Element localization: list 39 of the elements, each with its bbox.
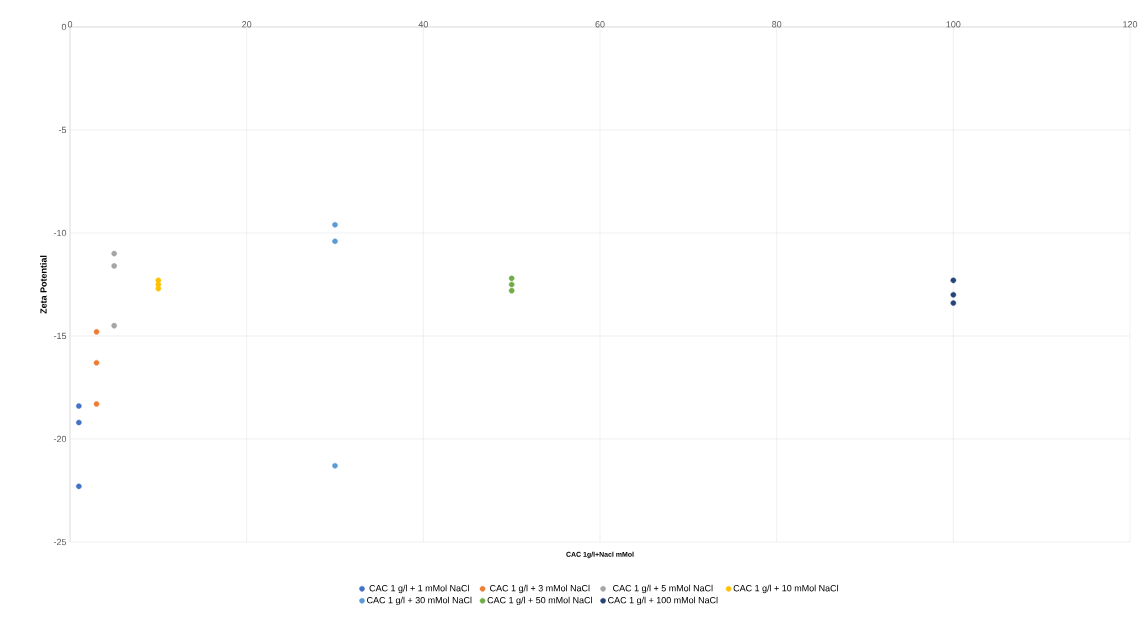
x-tick-label: 60 (595, 21, 605, 28)
point (508, 287, 515, 294)
legend-label: CAC 1 g/l + 30 mMol NaCl (367, 596, 472, 606)
point (155, 285, 162, 292)
point (950, 300, 957, 306)
legend-label: CAC 1 g/l + 50 mMol NaCl (487, 596, 592, 606)
point (111, 250, 117, 257)
y-axis-title: Zeta Potential (40, 255, 47, 314)
y-tick-label: -15 (53, 332, 67, 340)
point (93, 401, 100, 407)
x-tick-label: 0 (67, 21, 73, 28)
x-tick-label: 120 (1123, 21, 1138, 28)
point (93, 359, 100, 366)
y-tick-label: -10 (53, 229, 67, 237)
y-tick-label: -25 (53, 538, 67, 546)
legend-label: CAC 1 g/l + 3 mMol NaCl (490, 584, 590, 594)
point (76, 419, 82, 426)
point (76, 483, 82, 490)
x-tick-label: 20 (242, 21, 252, 28)
point (332, 238, 338, 245)
point (111, 322, 117, 329)
point (950, 277, 957, 284)
legend-label: CAC 1 g/l + 100 mMol NaCl (608, 596, 718, 606)
point (332, 221, 338, 228)
x-tick-label: 40 (418, 21, 428, 28)
legend-label: CAC 1 g/l + 5 mMol NaCl (613, 584, 713, 594)
y-tick-label: -5 (58, 126, 67, 134)
point (111, 263, 117, 269)
y-tick-label: -20 (53, 435, 67, 443)
x-tick-label: 80 (772, 21, 782, 28)
legend-label: CAC 1 g/l + 10 mMol NaCl (733, 584, 838, 594)
point (508, 281, 515, 288)
point (93, 329, 100, 335)
point (950, 291, 957, 298)
x-tick-label: 100 (946, 21, 961, 28)
point (508, 275, 515, 282)
point (76, 403, 82, 409)
point (332, 462, 338, 469)
legend-label: CAC 1 g/l + 1 mMol NaCl (369, 584, 469, 594)
